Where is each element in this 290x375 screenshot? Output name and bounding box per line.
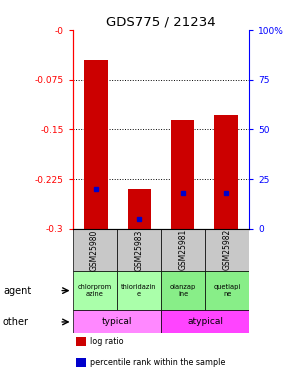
Bar <box>72 229 117 271</box>
Bar <box>161 271 205 310</box>
Text: atypical: atypical <box>187 318 223 327</box>
Text: log ratio: log ratio <box>90 337 124 346</box>
Text: GSM25983: GSM25983 <box>134 229 143 270</box>
Text: GSM25980: GSM25980 <box>90 229 99 270</box>
Bar <box>161 229 205 271</box>
Text: other: other <box>3 317 29 327</box>
Text: typical: typical <box>102 318 132 327</box>
Text: GSM25982: GSM25982 <box>223 229 232 270</box>
Bar <box>161 310 249 333</box>
Bar <box>84 60 108 229</box>
Text: percentile rank within the sample: percentile rank within the sample <box>90 358 226 368</box>
Bar <box>72 271 117 310</box>
Text: olanzap
ine: olanzap ine <box>170 284 196 297</box>
Text: thioridazin
e: thioridazin e <box>121 284 157 297</box>
Bar <box>205 271 249 310</box>
Bar <box>171 120 194 229</box>
Bar <box>76 337 86 346</box>
Bar <box>214 115 238 229</box>
Text: quetiapi
ne: quetiapi ne <box>214 284 241 297</box>
Text: GSM25981: GSM25981 <box>179 229 188 270</box>
Title: GDS775 / 21234: GDS775 / 21234 <box>106 16 216 29</box>
Text: chlorprom
azine: chlorprom azine <box>77 284 112 297</box>
Bar <box>72 310 161 333</box>
Bar <box>117 271 161 310</box>
Bar <box>117 229 161 271</box>
Bar <box>128 189 151 229</box>
Bar <box>76 358 86 368</box>
Bar <box>205 229 249 271</box>
Text: agent: agent <box>3 286 31 296</box>
